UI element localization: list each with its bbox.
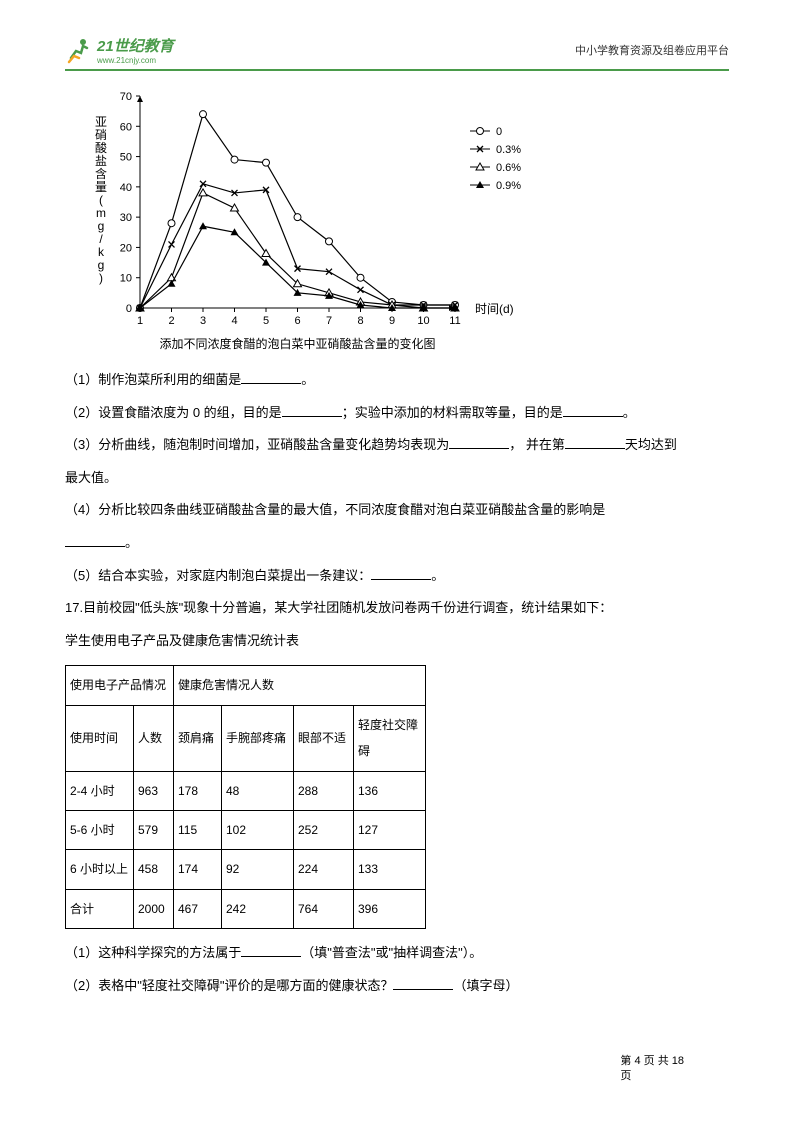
- q17-1: （1）这种科学探究的方法属于 （填"普查法"或"抽样调查法"）。: [65, 939, 729, 968]
- q2-blank1[interactable]: [282, 403, 342, 417]
- svg-text:硝: 硝: [95, 128, 107, 142]
- svg-text:量: 量: [95, 180, 107, 194]
- svg-text:k: k: [98, 245, 105, 259]
- svg-text:1: 1: [137, 315, 143, 327]
- svg-text:7: 7: [326, 315, 332, 327]
- q4-blank-line: 。: [65, 529, 729, 558]
- question-body: （1）制作泡菜所利用的细菌是。 （2）设置食醋浓度为 0 的组，目的是；实验中添…: [65, 366, 729, 1000]
- q3c-text: 天均达到: [625, 437, 677, 452]
- svg-text:时间(d): 时间(d): [475, 302, 514, 316]
- q5: （5）结合本实验，对家庭内制泡白菜提出一条建议： 。: [65, 562, 729, 591]
- q3b-text: ， 并在第: [509, 437, 565, 452]
- q17-intro: 17.目前校园"低头族"现象十分普遍，某大学社团随机发放问卷两千份进行调查，统计…: [65, 594, 729, 623]
- page-footer: 第 4 页 共 18 页: [620, 1054, 684, 1083]
- svg-text:): ): [99, 271, 103, 285]
- svg-text:20: 20: [120, 242, 132, 254]
- q2: （2）设置食醋浓度为 0 的组，目的是 ；实验中添加的材料需取等量，目的是 。: [65, 399, 729, 428]
- logo-main-text: 21世纪教育: [97, 35, 174, 56]
- svg-text:8: 8: [357, 315, 363, 327]
- q17-1-blank[interactable]: [241, 943, 301, 957]
- q17-2-blank[interactable]: [393, 976, 453, 990]
- q2-end: 。: [623, 405, 636, 420]
- q3-blank2[interactable]: [565, 435, 625, 449]
- table-title: 学生使用电子产品及健康危害情况统计表: [65, 627, 729, 656]
- svg-text:0.9%: 0.9%: [496, 180, 521, 192]
- svg-text:40: 40: [120, 182, 132, 194]
- svg-text:添加不同浓度食醋的泡白菜中亚硝酸盐含量的变化图: 添加不同浓度食醋的泡白菜中亚硝酸盐含量的变化图: [159, 336, 435, 351]
- page-suffix: 页: [620, 1069, 684, 1083]
- q1-text: （1）制作泡菜所利用的细菌是: [65, 372, 241, 387]
- svg-text:g: g: [98, 258, 105, 272]
- logo-text: 21世纪教育 www.21cnjy.com: [97, 35, 174, 65]
- svg-text:2: 2: [168, 315, 174, 327]
- svg-text:亚: 亚: [95, 115, 107, 129]
- svg-text:4: 4: [231, 315, 237, 327]
- q3d: 最大值。: [65, 464, 729, 493]
- q2-blank2[interactable]: [563, 403, 623, 417]
- svg-text:10: 10: [417, 315, 429, 327]
- q5-blank[interactable]: [371, 566, 431, 580]
- q17-1a-text: （1）这种科学探究的方法属于: [65, 945, 241, 960]
- q4-end: 。: [125, 535, 138, 550]
- svg-text:/: /: [99, 232, 103, 246]
- q5-end: 。: [431, 568, 444, 583]
- svg-text:70: 70: [120, 91, 132, 103]
- svg-text:11: 11: [449, 315, 460, 327]
- svg-text:盐: 盐: [95, 154, 107, 168]
- q1-end: 。: [301, 372, 314, 387]
- svg-text:酸: 酸: [95, 140, 107, 155]
- nitrite-chart: 0102030405060701234567891011亚硝酸盐含量(mg/kg…: [85, 86, 565, 356]
- q17-2a-text: （2）表格中"轻度社交障碍"评价的是哪方面的健康状态？: [65, 978, 393, 993]
- svg-text:0.3%: 0.3%: [496, 144, 521, 156]
- q2b-text: ；实验中添加的材料需取等量，目的是: [342, 405, 563, 420]
- svg-text:5: 5: [263, 315, 269, 327]
- q4a-text: （4）分析比较四条曲线亚硝酸盐含量的最大值，不同浓度食醋对泡白菜亚硝酸盐含量的影…: [65, 502, 605, 517]
- svg-text:0: 0: [126, 303, 132, 315]
- header-right-text: 中小学教育资源及组卷应用平台: [575, 42, 729, 58]
- q3: （3）分析曲线，随泡制时间增加，亚硝酸盐含量变化趋势均表现为 ， 并在第 天均达到: [65, 431, 729, 460]
- q17-2b-text: （填字母）: [453, 978, 518, 993]
- svg-text:10: 10: [120, 273, 132, 285]
- q4: （4）分析比较四条曲线亚硝酸盐含量的最大值，不同浓度食醋对泡白菜亚硝酸盐含量的影…: [65, 496, 729, 525]
- logo: 21世纪教育 www.21cnjy.com: [65, 35, 174, 65]
- svg-text:50: 50: [120, 152, 132, 164]
- q3a-text: （3）分析曲线，随泡制时间增加，亚硝酸盐含量变化趋势均表现为: [65, 437, 449, 452]
- svg-text:6: 6: [294, 315, 300, 327]
- svg-text:3: 3: [200, 315, 206, 327]
- page-number: 第 4 页 共 18: [620, 1054, 684, 1068]
- q3-blank1[interactable]: [449, 435, 509, 449]
- q4-blank[interactable]: [65, 533, 125, 547]
- svg-text:g: g: [98, 219, 105, 233]
- q17-1b-text: （填"普查法"或"抽样调查法"）。: [301, 945, 482, 960]
- q5a-text: （5）结合本实验，对家庭内制泡白菜提出一条建议：: [65, 568, 371, 583]
- logo-runner-icon: [65, 36, 93, 64]
- svg-text:0: 0: [496, 126, 502, 138]
- svg-text:0.6%: 0.6%: [496, 162, 521, 174]
- health-table: 使用电子产品情况健康危害情况人数使用时间人数颈肩痛手腕部疼痛眼部不适轻度社交障碍…: [65, 665, 426, 929]
- q2a-text: （2）设置食醋浓度为 0 的组，目的是: [65, 405, 282, 420]
- svg-text:30: 30: [120, 212, 132, 224]
- svg-text:(: (: [99, 193, 103, 207]
- svg-text:60: 60: [120, 121, 132, 133]
- page-header: 21世纪教育 www.21cnjy.com 中小学教育资源及组卷应用平台: [65, 35, 729, 71]
- q17-2: （2）表格中"轻度社交障碍"评价的是哪方面的健康状态？ （填字母）: [65, 972, 729, 1001]
- logo-sub-text: www.21cnjy.com: [97, 56, 174, 65]
- svg-text:含: 含: [95, 166, 107, 181]
- svg-text:m: m: [96, 206, 106, 220]
- svg-text:9: 9: [389, 315, 395, 327]
- q1: （1）制作泡菜所利用的细菌是 。: [65, 366, 729, 395]
- q1-blank[interactable]: [241, 370, 301, 384]
